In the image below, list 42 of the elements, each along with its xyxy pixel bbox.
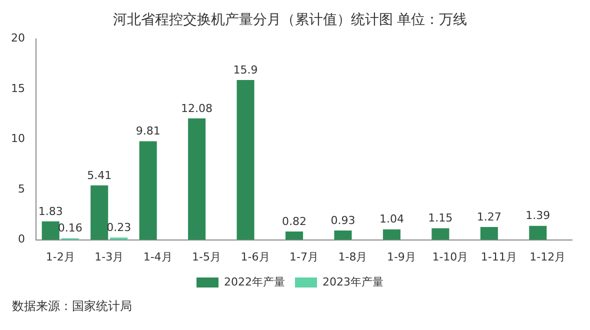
x-tick-label: 1-7月 xyxy=(290,250,318,264)
x-tick-label: 1-6月 xyxy=(240,250,270,264)
bar xyxy=(236,80,254,240)
data-label: 1.39 xyxy=(526,209,550,222)
bar xyxy=(42,221,60,240)
bar xyxy=(382,229,400,240)
x-tick-label: 1-2月 xyxy=(46,250,75,264)
data-label: 12.08 xyxy=(181,102,213,115)
bar xyxy=(529,226,547,240)
x-tick-label: 1-10月 xyxy=(432,250,468,264)
x-tick-label: 1-12月 xyxy=(530,250,566,264)
x-tick-label: 1-8月 xyxy=(338,250,368,264)
chart-title: 河北省程控交换机产量分月（累计值）统计图 单位：万线 xyxy=(112,12,468,28)
y-tick-label: 20 xyxy=(10,32,25,45)
data-label: 0.93 xyxy=(330,214,356,227)
bar xyxy=(480,227,498,240)
data-label: 1.04 xyxy=(379,212,404,226)
x-tick-label: 1-9月 xyxy=(386,250,416,264)
data-label: 9.81 xyxy=(136,124,160,138)
x-tick-label: 1-5月 xyxy=(192,250,222,264)
x-tick-label: 1-11月 xyxy=(480,250,517,264)
data-label: 1.27 xyxy=(476,210,502,224)
y-tick-label: 0 xyxy=(18,232,25,246)
data-label: 0.82 xyxy=(282,214,307,228)
legend-label: 2023年产量 xyxy=(322,275,384,288)
y-tick-label: 15 xyxy=(10,82,25,95)
x-tick-label: 1-4月 xyxy=(143,250,172,264)
y-tick-label: 10 xyxy=(10,132,25,146)
data-label: 5.41 xyxy=(87,168,112,182)
x-tick-label: 1-3月 xyxy=(94,250,124,264)
data-label: 1.83 xyxy=(38,204,63,218)
data-label: 1.15 xyxy=(428,212,453,225)
y-tick-label: 5 xyxy=(18,182,25,196)
bar xyxy=(90,185,108,240)
bar xyxy=(334,230,352,240)
bar xyxy=(139,141,157,240)
data-label: 15.9 xyxy=(233,63,258,76)
bar xyxy=(432,228,450,240)
legend-label: 2022年产量 xyxy=(224,275,286,288)
bar xyxy=(188,118,206,240)
bar xyxy=(285,232,304,240)
source-note: 数据来源：国家统计局 xyxy=(12,298,133,315)
